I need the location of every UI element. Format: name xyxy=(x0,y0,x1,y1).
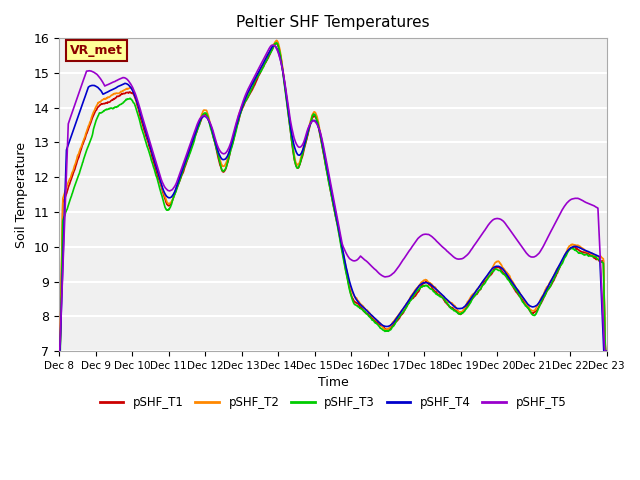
Text: VR_met: VR_met xyxy=(70,44,123,57)
Y-axis label: Soil Temperature: Soil Temperature xyxy=(15,142,28,248)
Title: Peltier SHF Temperatures: Peltier SHF Temperatures xyxy=(236,15,429,30)
Legend: pSHF_T1, pSHF_T2, pSHF_T3, pSHF_T4, pSHF_T5: pSHF_T1, pSHF_T2, pSHF_T3, pSHF_T4, pSHF… xyxy=(95,392,571,414)
X-axis label: Time: Time xyxy=(317,376,348,389)
